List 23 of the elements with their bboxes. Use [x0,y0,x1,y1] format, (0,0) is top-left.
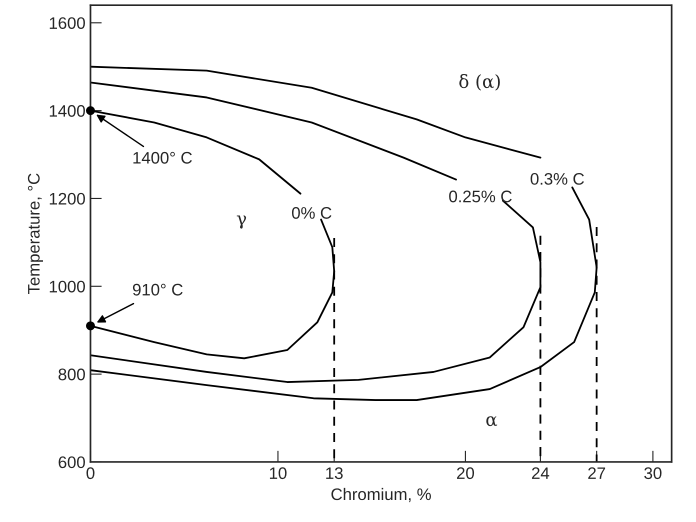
annotation: δ (α) [459,74,500,91]
x-tick-label: 27 [588,467,606,479]
x-tick-label: 10 [270,467,287,480]
series-label: 0% C [292,207,332,219]
annotation: γ [236,215,246,229]
x-tick-label: 0 [86,467,94,480]
x-tick-label: 30 [644,467,662,480]
annotation: α [486,416,498,426]
y-tick-label: 1200 [50,192,85,205]
y-tick-label: 600 [58,456,85,468]
y-tick-label: 1400 [50,105,85,117]
series-label: 0.25% C [449,190,512,202]
annotation: 1400° C [133,152,192,164]
y-axis-title: Temperature, °C [28,173,43,294]
y-tick-label: 800 [58,368,85,380]
y-tick-label: 1000 [50,280,85,292]
x-axis-title: Chromium, % [331,488,431,502]
y-tick-label: 1600 [50,17,85,29]
x-tick-label: 13 [326,467,343,480]
series-label: 0.3% C [530,172,584,185]
x-tick-label: 24 [532,467,550,479]
annotation: 910° C [132,284,183,296]
x-tick-label: 20 [456,467,474,480]
